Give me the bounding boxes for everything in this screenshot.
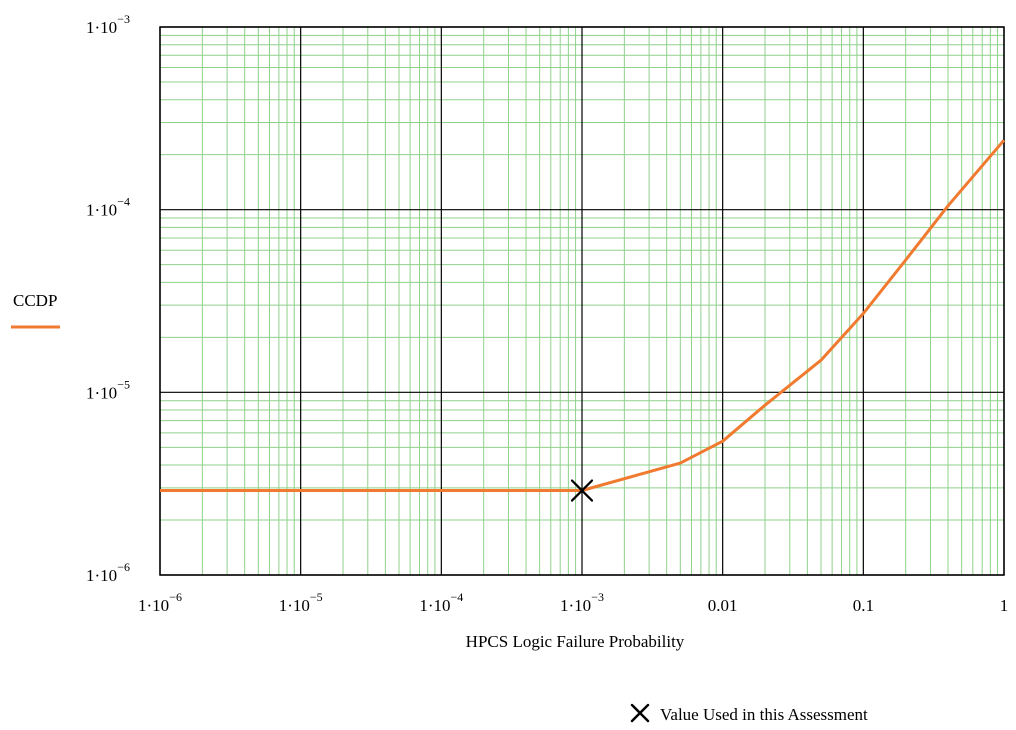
- x-icon: [570, 479, 594, 502]
- x-tick-label: 0.1: [853, 596, 874, 615]
- x-tick-label: 1·10−3: [560, 590, 604, 615]
- plot-frame: [159, 26, 1005, 576]
- x-tick-label: 1·10−5: [279, 590, 323, 615]
- y-tick-label: 1·10−5: [86, 377, 130, 402]
- x-tick-label: 1·10−6: [138, 590, 182, 615]
- series-line-ccdp: [160, 139, 1006, 492]
- x-axis-label: HPCS Logic Failure Probability: [466, 632, 685, 651]
- y-tick-label: 1·10−3: [86, 12, 130, 37]
- y-tick-label: 1·10−4: [86, 195, 130, 220]
- legend-marker-label: Value Used in this Assessment: [660, 705, 868, 724]
- x-tick-label: 1: [1000, 596, 1009, 615]
- y-tick-labels: 1·10−6 1·10−5 1·10−4 1·10−3: [86, 12, 130, 585]
- x-tick-label: 0.01: [708, 596, 738, 615]
- x-tick-labels: 1·10−6 1·10−5 1·10−4 1·10−3 0.01 0.1 1: [138, 590, 1008, 615]
- legend-series-label: CCDP: [13, 291, 57, 310]
- y-tick-label: 1·10−6: [86, 560, 130, 585]
- x-tick-label: 1·10−4: [419, 590, 463, 615]
- legend-x-icon: [630, 703, 650, 723]
